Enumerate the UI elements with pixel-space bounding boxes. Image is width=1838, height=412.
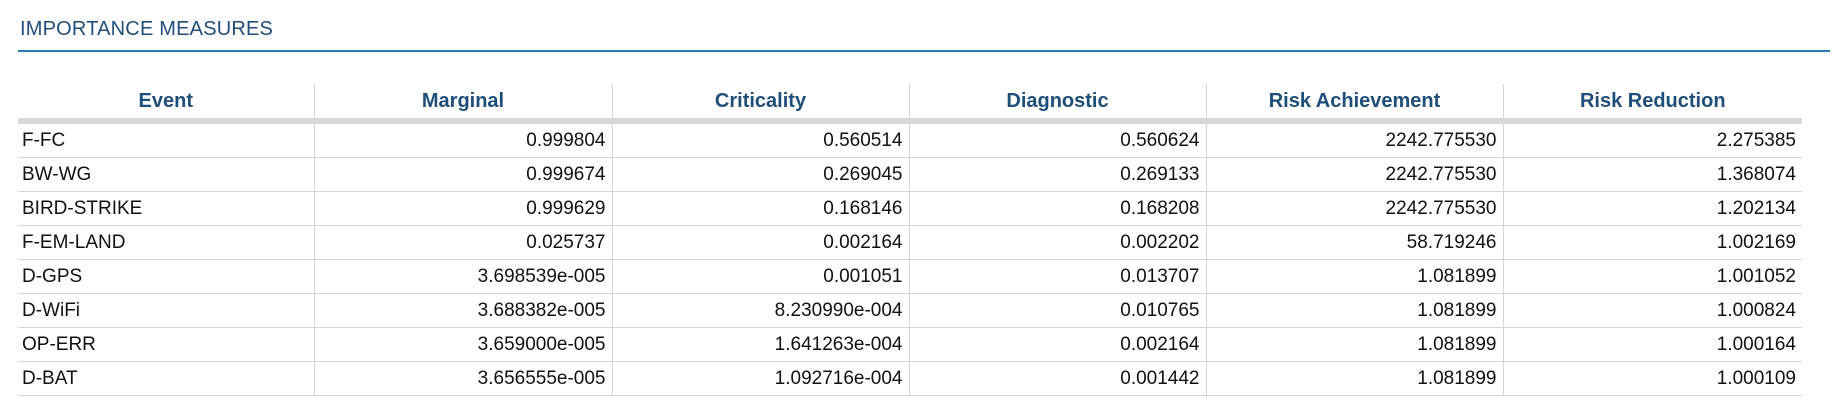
table-row: BIRD-STRIKE 0.999629 0.168146 0.168208 2… — [18, 191, 1802, 226]
event-cell: F-FC — [18, 121, 314, 158]
criticality-cell: 0.269045 — [611, 157, 909, 192]
risk-reduction-cell: 1.202134 — [1502, 191, 1802, 226]
event-cell: D-GPS — [18, 259, 314, 294]
event-cell: D-BAT — [18, 361, 314, 396]
diagnostic-cell: 0.010765 — [908, 293, 1206, 328]
event-cell: F-EM-LAND — [18, 225, 314, 260]
risk-achievement-cell: 58.719246 — [1205, 225, 1503, 260]
criticality-cell: 8.230990e-004 — [611, 293, 909, 328]
table-row: D-WiFi 3.688382e-005 8.230990e-004 0.010… — [18, 293, 1802, 328]
risk-achievement-cell: 2242.775530 — [1205, 157, 1503, 192]
column-header-criticality[interactable]: Criticality — [611, 84, 909, 124]
risk-reduction-cell: 1.001052 — [1502, 259, 1802, 294]
column-header-risk-achievement[interactable]: Risk Achievement — [1205, 84, 1503, 124]
event-cell: BW-WG — [18, 157, 314, 192]
marginal-cell: 3.656555e-005 — [313, 361, 612, 396]
marginal-cell: 3.698539e-005 — [313, 259, 612, 294]
risk-achievement-cell: 1.081899 — [1205, 327, 1503, 362]
marginal-cell: 3.659000e-005 — [313, 327, 612, 362]
marginal-cell: 3.688382e-005 — [313, 293, 612, 328]
risk-reduction-cell: 1.000824 — [1502, 293, 1802, 328]
risk-reduction-cell: 1.368074 — [1502, 157, 1802, 192]
diagnostic-cell: 0.269133 — [908, 157, 1206, 192]
section-title: IMPORTANCE MEASURES — [20, 18, 274, 40]
risk-reduction-cell: 1.002169 — [1502, 225, 1802, 260]
risk-achievement-cell: 2242.775530 — [1205, 191, 1503, 226]
diagnostic-cell: 0.560624 — [908, 121, 1206, 158]
table-row: BW-WG 0.999674 0.269045 0.269133 2242.77… — [18, 157, 1802, 192]
table-header-row: Event Marginal Criticality Diagnostic Ri… — [18, 84, 1802, 124]
diagnostic-cell: 0.002164 — [908, 327, 1206, 362]
table-row: F-EM-LAND 0.025737 0.002164 0.002202 58.… — [18, 225, 1802, 260]
marginal-cell: 0.999629 — [313, 191, 612, 226]
event-cell: D-WiFi — [18, 293, 314, 328]
column-header-marginal[interactable]: Marginal — [313, 84, 612, 124]
table-row: D-BAT 3.656555e-005 1.092716e-004 0.0014… — [18, 361, 1802, 396]
risk-reduction-cell: 2.275385 — [1502, 121, 1802, 158]
risk-reduction-cell: 1.000109 — [1502, 361, 1802, 396]
marginal-cell: 0.025737 — [313, 225, 612, 260]
event-cell: BIRD-STRIKE — [18, 191, 314, 226]
column-header-risk-reduction[interactable]: Risk Reduction — [1502, 84, 1802, 124]
event-cell: OP-ERR — [18, 327, 314, 362]
section-divider — [18, 50, 1830, 52]
table-row: D-GPS 3.698539e-005 0.001051 0.013707 1.… — [18, 259, 1802, 294]
criticality-cell: 1.641263e-004 — [611, 327, 909, 362]
diagnostic-cell: 0.168208 — [908, 191, 1206, 226]
risk-achievement-cell: 1.081899 — [1205, 293, 1503, 328]
criticality-cell: 1.092716e-004 — [611, 361, 909, 396]
risk-achievement-cell: 2242.775530 — [1205, 121, 1503, 158]
table-row: OP-ERR 3.659000e-005 1.641263e-004 0.002… — [18, 327, 1802, 362]
criticality-cell: 0.560514 — [611, 121, 909, 158]
marginal-cell: 0.999804 — [313, 121, 612, 158]
risk-reduction-cell: 1.000164 — [1502, 327, 1802, 362]
diagnostic-cell: 0.002202 — [908, 225, 1206, 260]
column-header-diagnostic[interactable]: Diagnostic — [908, 84, 1206, 124]
importance-measures-table: Event Marginal Criticality Diagnostic Ri… — [18, 84, 1802, 396]
diagnostic-cell: 0.001442 — [908, 361, 1206, 396]
marginal-cell: 0.999674 — [313, 157, 612, 192]
criticality-cell: 0.001051 — [611, 259, 909, 294]
risk-achievement-cell: 1.081899 — [1205, 259, 1503, 294]
table-row: F-FC 0.999804 0.560514 0.560624 2242.775… — [18, 121, 1802, 158]
criticality-cell: 0.002164 — [611, 225, 909, 260]
diagnostic-cell: 0.013707 — [908, 259, 1206, 294]
column-header-event[interactable]: Event — [18, 84, 314, 124]
criticality-cell: 0.168146 — [611, 191, 909, 226]
risk-achievement-cell: 1.081899 — [1205, 361, 1503, 396]
